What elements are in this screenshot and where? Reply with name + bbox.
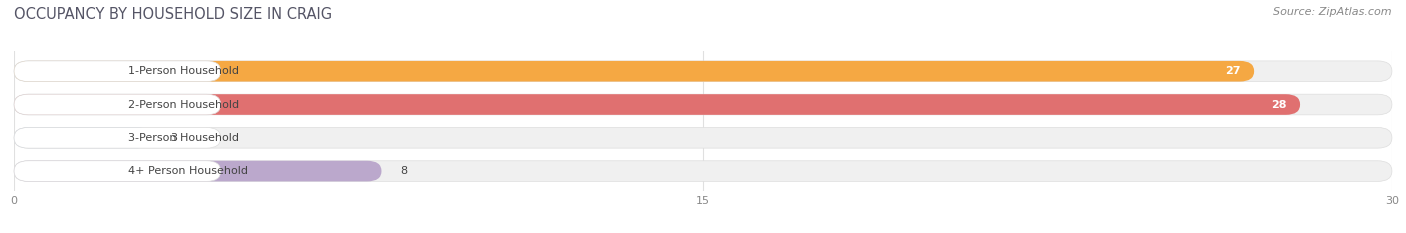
FancyBboxPatch shape bbox=[14, 61, 1254, 82]
Text: 2-Person Household: 2-Person Household bbox=[128, 99, 239, 110]
FancyBboxPatch shape bbox=[14, 127, 221, 148]
Text: 1-Person Household: 1-Person Household bbox=[128, 66, 239, 76]
FancyBboxPatch shape bbox=[14, 61, 1392, 82]
FancyBboxPatch shape bbox=[14, 161, 1392, 182]
FancyBboxPatch shape bbox=[14, 94, 1301, 115]
FancyBboxPatch shape bbox=[14, 127, 152, 148]
Text: 28: 28 bbox=[1271, 99, 1286, 110]
FancyBboxPatch shape bbox=[14, 94, 221, 115]
Text: OCCUPANCY BY HOUSEHOLD SIZE IN CRAIG: OCCUPANCY BY HOUSEHOLD SIZE IN CRAIG bbox=[14, 7, 332, 22]
FancyBboxPatch shape bbox=[14, 127, 1392, 148]
FancyBboxPatch shape bbox=[14, 161, 221, 182]
Text: 4+ Person Household: 4+ Person Household bbox=[128, 166, 247, 176]
Text: 8: 8 bbox=[399, 166, 406, 176]
FancyBboxPatch shape bbox=[14, 61, 221, 82]
Text: Source: ZipAtlas.com: Source: ZipAtlas.com bbox=[1274, 7, 1392, 17]
FancyBboxPatch shape bbox=[14, 161, 381, 182]
Text: 3-Person Household: 3-Person Household bbox=[128, 133, 239, 143]
Text: 3: 3 bbox=[170, 133, 177, 143]
Text: 27: 27 bbox=[1225, 66, 1240, 76]
FancyBboxPatch shape bbox=[14, 94, 1392, 115]
